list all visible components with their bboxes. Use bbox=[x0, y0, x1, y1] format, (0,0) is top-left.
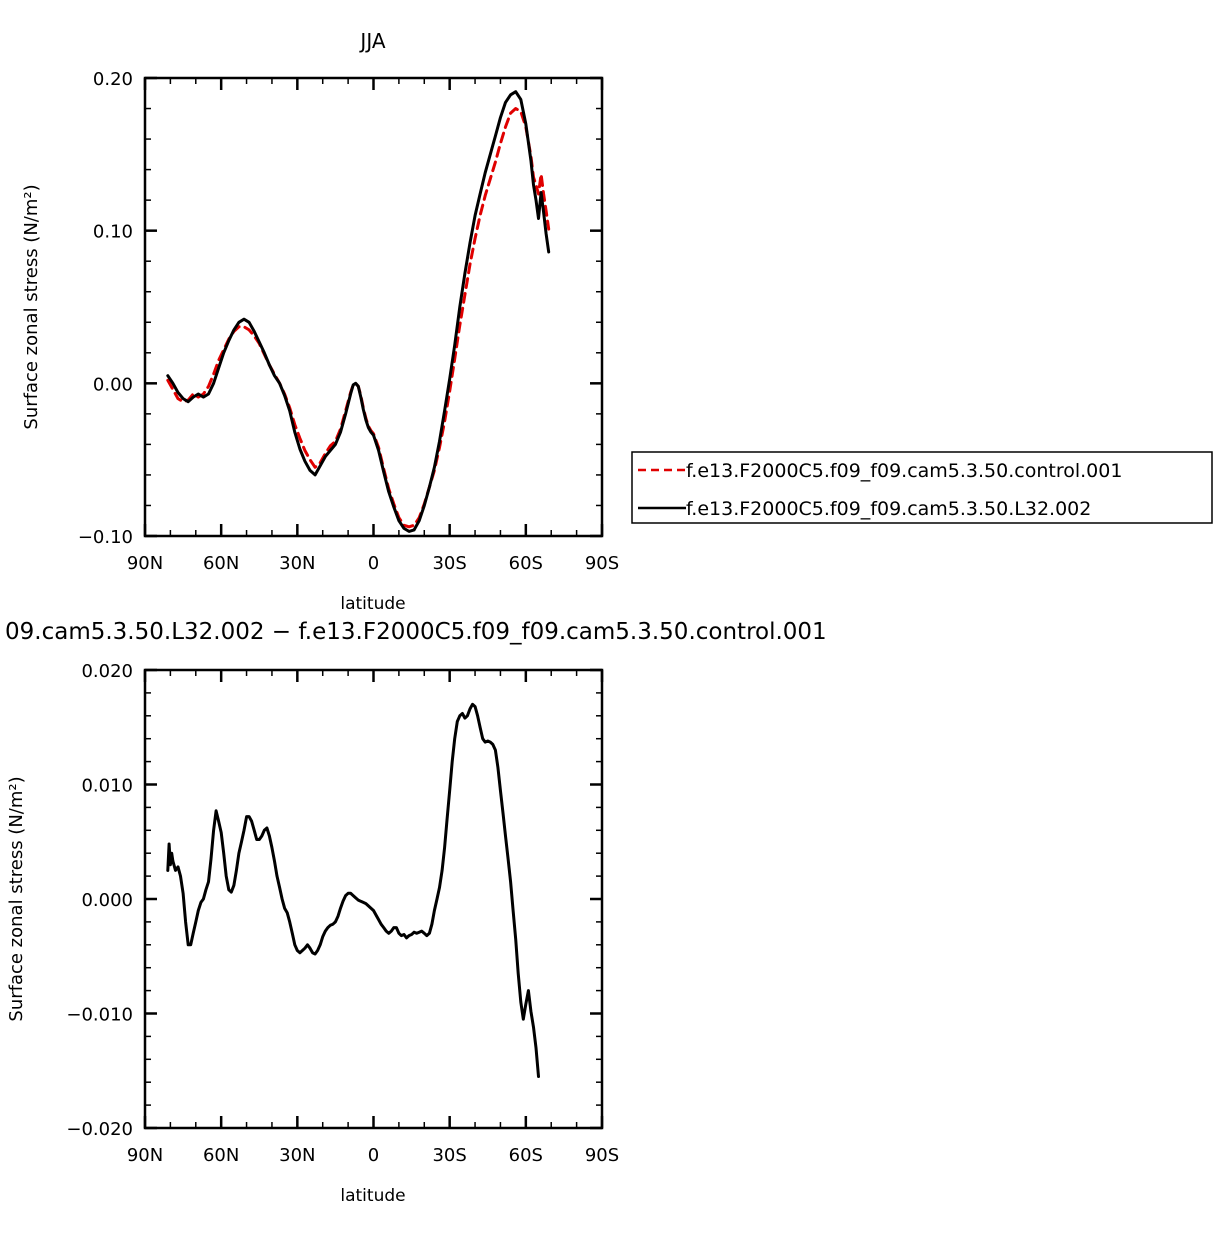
chart-top-title: JJA bbox=[358, 29, 385, 53]
x-tick-label: 0 bbox=[368, 553, 379, 574]
legend-label-l32: f.e13.F2000C5.f09_f09.cam5.3.50.L32.002 bbox=[686, 498, 1091, 520]
x-tick-label: 60N bbox=[203, 1145, 239, 1166]
chart-bottom-ticks: 90N 60N 30N 0 30S 60S 90S 0.020 0.010 0.000 −0.010… bbox=[66, 661, 619, 1166]
x-tick-label: 90N bbox=[127, 1145, 163, 1166]
y-tick-label: 0.010 bbox=[81, 776, 133, 797]
series-line-bottom-0 bbox=[166, 702, 540, 1078]
x-tick-label: 60N bbox=[203, 553, 239, 574]
chart-top: JJA 90N 60N 30N 0 30S 60S 90S 0.20 0.10 0.00 −0.10… bbox=[21, 29, 619, 614]
y-tick-label: 0.020 bbox=[81, 661, 133, 682]
chart-bottom-frame bbox=[143, 668, 604, 1130]
x-tick-label: 30S bbox=[432, 1145, 466, 1166]
x-tick-label: 60S bbox=[509, 1145, 543, 1166]
chart-bottom-xlabel: latitude bbox=[340, 1186, 405, 1206]
y-tick-label: 0.000 bbox=[81, 890, 133, 911]
legend-box bbox=[631, 451, 1213, 524]
chart-bottom-ylabel: Surface zonal stress (N/m²) bbox=[6, 776, 27, 1021]
y-tick-label: −0.010 bbox=[66, 1005, 133, 1026]
series-line-top-1 bbox=[166, 90, 551, 533]
legend-label-control: f.e13.F2000C5.f09_f09.cam5.3.50.control.… bbox=[686, 460, 1122, 482]
y-tick-label: 0.20 bbox=[93, 69, 133, 90]
chart-top-ylabel: Surface zonal stress (N/m²) bbox=[21, 184, 42, 429]
x-tick-label: 90S bbox=[585, 553, 619, 574]
chart-top-series bbox=[166, 90, 551, 533]
x-tick-label: 30S bbox=[432, 553, 466, 574]
x-tick-label: 30N bbox=[279, 553, 315, 574]
chart-bottom: 09.cam5.3.50.L32.002 − f.e13.F2000C5.f09… bbox=[5, 619, 827, 1206]
legend: f.e13.F2000C5.f09_f09.cam5.3.50.control.… bbox=[631, 451, 1213, 524]
x-tick-label: 60S bbox=[509, 553, 543, 574]
x-tick-label: 90N bbox=[127, 553, 163, 574]
x-tick-label: 30N bbox=[279, 1145, 315, 1166]
y-tick-label: 0.10 bbox=[93, 222, 133, 243]
chart-top-xlabel: latitude bbox=[340, 594, 405, 614]
y-tick-label: −0.10 bbox=[78, 527, 133, 548]
series-line-top-0 bbox=[166, 107, 551, 529]
chart-top-frame bbox=[143, 76, 604, 538]
y-tick-label: −0.020 bbox=[66, 1119, 133, 1140]
chart-top-ticks: 90N 60N 30N 0 30S 60S 90S 0.20 0.10 0.00 −0.10 bbox=[78, 69, 619, 574]
y-tick-label: 0.00 bbox=[93, 374, 133, 395]
chart-bottom-title: 09.cam5.3.50.L32.002 − f.e13.F2000C5.f09… bbox=[5, 619, 827, 645]
x-tick-label: 0 bbox=[368, 1145, 379, 1166]
x-tick-label: 90S bbox=[585, 1145, 619, 1166]
chart-bottom-series bbox=[166, 702, 540, 1078]
